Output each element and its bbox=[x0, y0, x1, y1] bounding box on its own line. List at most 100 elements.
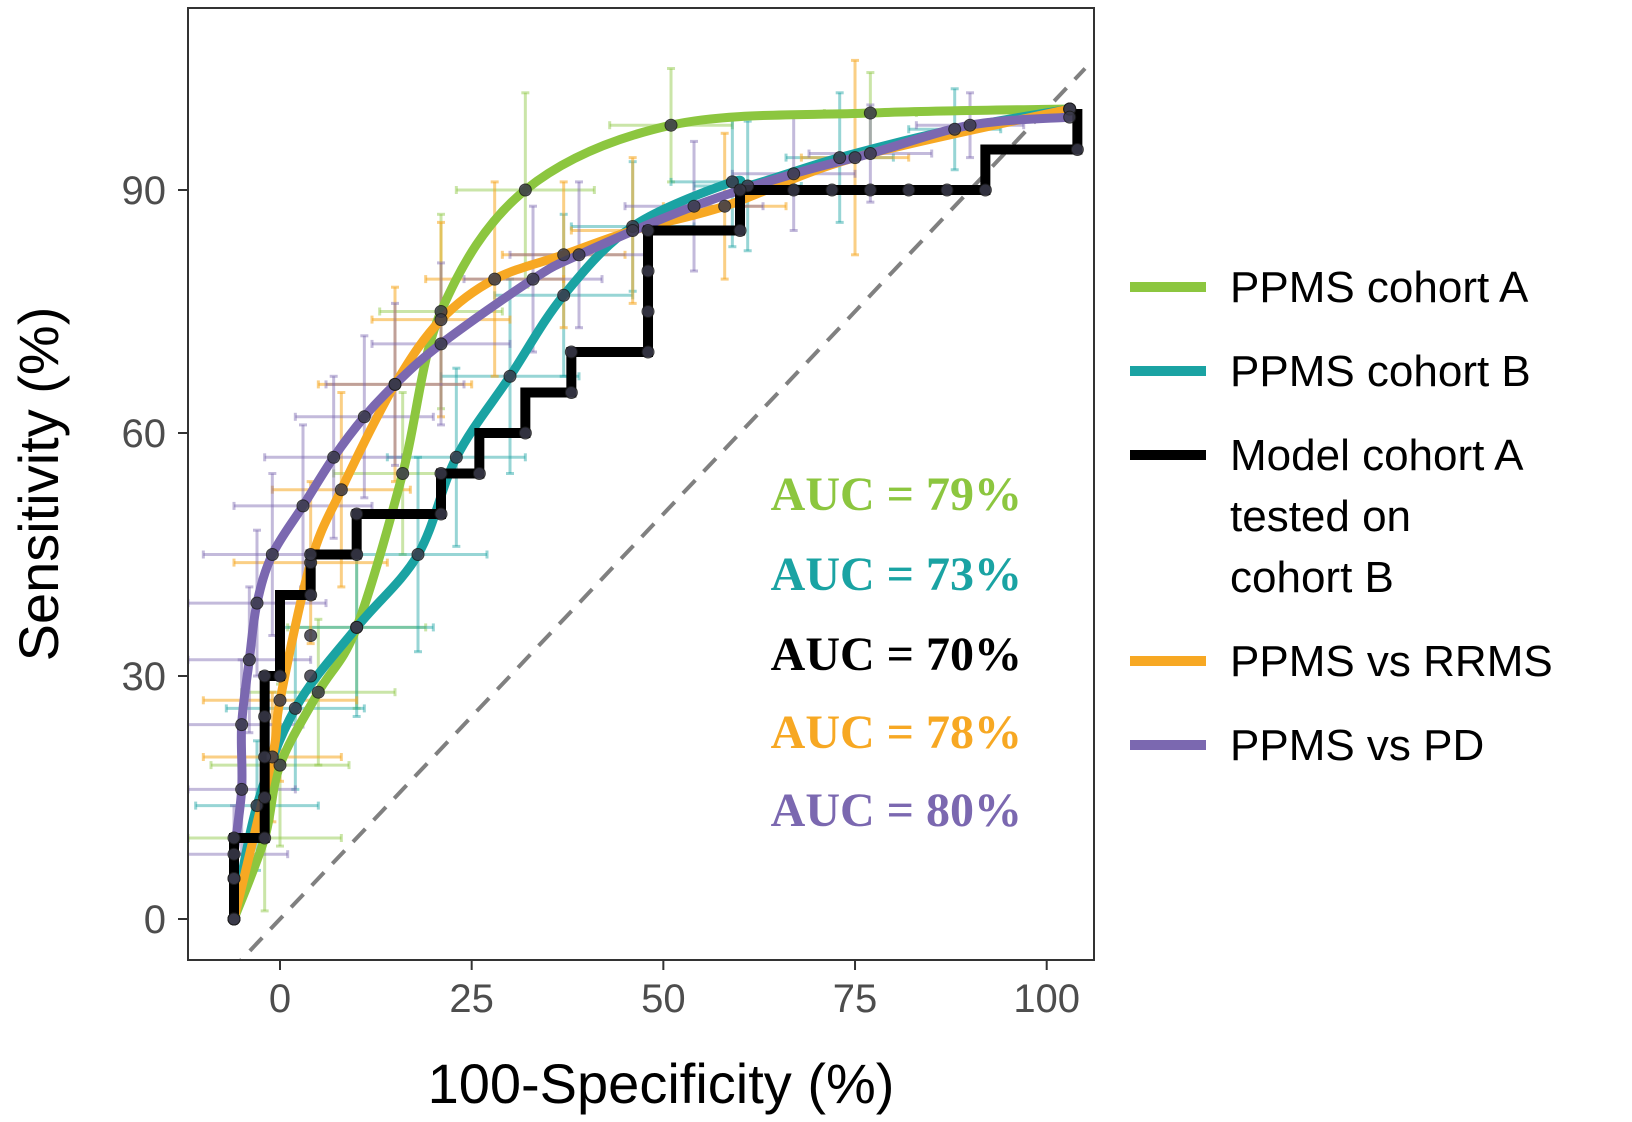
data-point-ppms-vs-rrms bbox=[718, 199, 732, 213]
data-point-model-cohort-a bbox=[940, 183, 954, 197]
data-point-ppms-vs-rrms bbox=[273, 693, 287, 707]
data-point-ppms-cohort-b bbox=[833, 151, 847, 165]
data-point-model-cohort-a bbox=[787, 183, 801, 197]
data-point-ppms-cohort-a bbox=[258, 831, 272, 845]
data-point-model-cohort-a bbox=[227, 831, 241, 845]
data-point-ppms-cohort-b bbox=[250, 799, 264, 813]
legend-label-model-cohort-a: Model cohort A bbox=[1230, 431, 1524, 480]
auc-label-ppms-cohort-a: AUC = 79% bbox=[771, 468, 1022, 521]
series-line-model-cohort-a bbox=[228, 109, 1083, 919]
data-point-ppms-cohort-b bbox=[411, 548, 425, 561]
data-point-ppms-cohort-a bbox=[311, 685, 325, 699]
data-point-model-cohort-a bbox=[564, 386, 578, 399]
data-point-model-cohort-a bbox=[978, 183, 992, 197]
data-point-model-cohort-a bbox=[227, 912, 241, 926]
data-point-model-cohort-a bbox=[273, 669, 287, 683]
data-point-ppms-cohort-b bbox=[503, 369, 517, 383]
y-tick-label: 90 bbox=[122, 169, 167, 213]
data-point-model-cohort-a bbox=[863, 183, 877, 197]
auc-label-ppms-vs-pd: AUC = 80% bbox=[771, 784, 1022, 837]
axes: 0 25 50 75 100 0 30 60 90 bbox=[122, 169, 1081, 1021]
data-point-model-cohort-a bbox=[227, 872, 241, 885]
data-point-ppms-vs-pd bbox=[265, 548, 279, 561]
data-point-model-cohort-a bbox=[350, 548, 364, 561]
legend-label-model-cohort-a: tested on bbox=[1230, 492, 1411, 541]
data-point-ppms-cohort-b bbox=[725, 175, 739, 189]
legend-label-model-cohort-a: cohort B bbox=[1230, 553, 1394, 602]
legend-label-ppms-cohort-a: PPMS cohort A bbox=[1230, 263, 1529, 312]
data-point-ppms-vs-pd bbox=[434, 337, 448, 351]
data-point-model-cohort-a bbox=[825, 183, 839, 197]
data-point-ppms-cohort-a bbox=[396, 467, 410, 480]
legend: PPMS cohort A PPMS cohort B Model cohort A… bbox=[1130, 263, 1553, 770]
data-point-ppms-vs-pd bbox=[787, 167, 801, 181]
data-point-ppms-cohort-a bbox=[863, 106, 877, 120]
data-point-ppms-vs-pd bbox=[863, 147, 877, 161]
x-axis-title: 100-Specificity (%) bbox=[428, 1052, 895, 1115]
data-point-ppms-vs-pd bbox=[572, 248, 586, 262]
data-point-model-cohort-a bbox=[641, 305, 655, 318]
data-point-ppms-vs-pd bbox=[526, 272, 540, 286]
data-point-model-cohort-a bbox=[434, 507, 448, 521]
data-point-ppms-vs-pd bbox=[388, 377, 402, 391]
data-point-model-cohort-a bbox=[641, 224, 655, 237]
auc-annotations: AUC = 79% AUC = 73% AUC = 70% AUC = 78% … bbox=[771, 468, 1022, 837]
data-point-ppms-cohort-b bbox=[449, 450, 463, 464]
data-point-ppms-vs-rrms bbox=[434, 313, 448, 327]
data-point-model-cohort-a bbox=[304, 588, 318, 602]
auc-label-ppms-vs-rrms: AUC = 78% bbox=[771, 706, 1022, 759]
data-point-model-cohort-a bbox=[902, 183, 916, 197]
data-point-model-cohort-a bbox=[258, 669, 272, 683]
data-point-model-cohort-a bbox=[1070, 143, 1084, 156]
auc-label-model-cohort-a: AUC = 70% bbox=[771, 628, 1022, 681]
data-point-ppms-vs-pd bbox=[235, 718, 249, 732]
data-point-model-cohort-a bbox=[350, 507, 364, 521]
data-point-model-cohort-a bbox=[258, 750, 272, 764]
data-point-ppms-cohort-b bbox=[948, 122, 962, 136]
data-point-model-cohort-a bbox=[733, 224, 747, 237]
data-point-ppms-vs-pd bbox=[242, 653, 256, 667]
data-point-ppms-vs-pd bbox=[963, 118, 977, 132]
data-point-model-cohort-a bbox=[518, 426, 532, 440]
diagonal-reference-line bbox=[238, 67, 1087, 960]
data-point-ppms-cohort-a bbox=[273, 758, 287, 772]
data-point-model-cohort-a bbox=[304, 548, 318, 561]
data-point-model-cohort-a bbox=[472, 467, 486, 480]
data-point-model-cohort-a bbox=[434, 467, 448, 480]
x-tick-label: 25 bbox=[449, 977, 494, 1021]
data-point-ppms-cohort-a bbox=[518, 183, 532, 197]
y-tick-label: 0 bbox=[144, 898, 166, 942]
data-point-ppms-vs-rrms bbox=[334, 483, 348, 497]
data-point-ppms-vs-pd bbox=[327, 450, 341, 464]
data-point-model-cohort-a bbox=[641, 345, 655, 359]
x-tick-label: 100 bbox=[1013, 977, 1080, 1021]
data-point-model-cohort-a bbox=[733, 183, 747, 197]
y-tick-label: 30 bbox=[122, 655, 167, 699]
data-point-ppms-vs-pd bbox=[296, 499, 310, 513]
data-point-model-cohort-a bbox=[564, 345, 578, 359]
data-point-ppms-vs-pd bbox=[1063, 110, 1077, 124]
legend-label-ppms-cohort-b: PPMS cohort B bbox=[1230, 347, 1531, 396]
y-tick-label: 60 bbox=[122, 412, 167, 456]
data-point-ppms-vs-rrms bbox=[488, 272, 502, 286]
data-point-ppms-vs-rrms bbox=[626, 224, 640, 237]
data-point-ppms-vs-pd bbox=[235, 782, 249, 796]
plot-frame bbox=[187, 7, 1095, 961]
data-point-ppms-vs-pd bbox=[687, 199, 701, 213]
data-point-ppms-vs-pd bbox=[250, 596, 264, 610]
data-point-ppms-vs-pd bbox=[227, 847, 241, 861]
plot-area bbox=[188, 58, 1087, 960]
legend-label-ppms-vs-pd: PPMS vs PD bbox=[1230, 721, 1484, 770]
data-point-model-cohort-a bbox=[304, 629, 318, 642]
x-tick-label: 50 bbox=[641, 977, 686, 1021]
auc-label-ppms-cohort-b: AUC = 73% bbox=[771, 548, 1022, 601]
data-point-model-cohort-a bbox=[258, 791, 272, 804]
data-point-ppms-cohort-b bbox=[288, 701, 302, 715]
data-point-model-cohort-a bbox=[258, 710, 272, 723]
x-tick-label: 0 bbox=[269, 977, 291, 1021]
data-point-ppms-cohort-a bbox=[664, 118, 678, 132]
legend-label-ppms-vs-rrms: PPMS vs RRMS bbox=[1230, 637, 1553, 686]
y-axis-title: Sensitivity (%) bbox=[7, 307, 70, 662]
data-point-ppms-cohort-b bbox=[557, 288, 571, 302]
